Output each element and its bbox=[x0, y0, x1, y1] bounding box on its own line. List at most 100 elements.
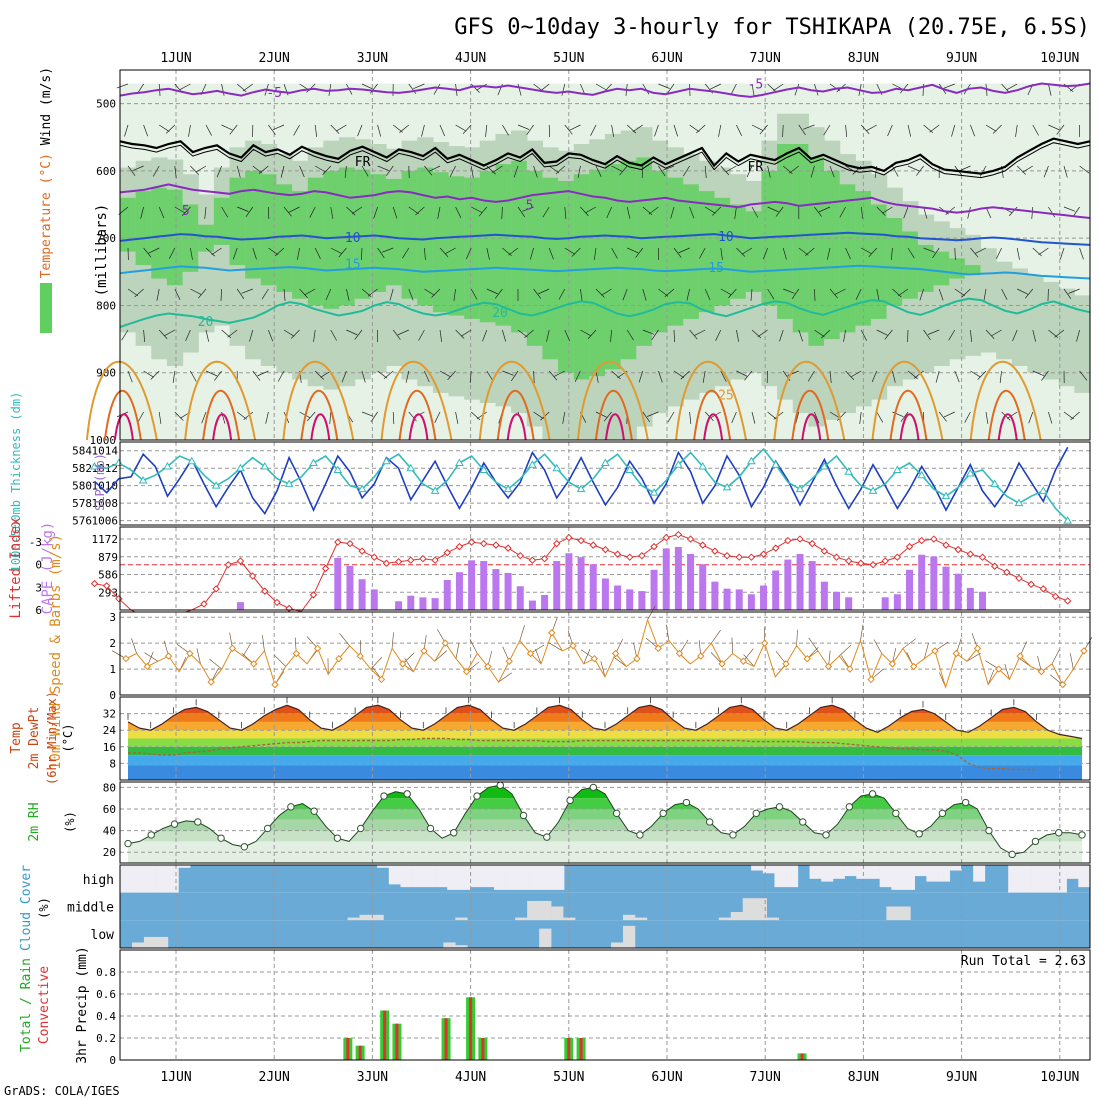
cloud-cell bbox=[634, 917, 648, 921]
wind-axis-title: 10m Wind Speed & Barbs (m/s) bbox=[48, 534, 64, 770]
lifted-index-marker bbox=[102, 582, 111, 590]
isotherm-30-line bbox=[103, 390, 142, 441]
wind-barb bbox=[923, 206, 928, 219]
wind-barb bbox=[486, 370, 494, 382]
wind-barb bbox=[498, 672, 512, 683]
cloud-cell bbox=[551, 906, 564, 921]
slp-tick-label: 1006 bbox=[92, 515, 119, 528]
wind-barb bbox=[751, 124, 763, 131]
cloud-unit-title: (%) bbox=[37, 897, 51, 919]
temperature-band bbox=[128, 730, 1082, 739]
wind-barb bbox=[850, 370, 862, 378]
isotherm-label: 25 bbox=[718, 388, 734, 403]
cloud-layer-label: low bbox=[91, 928, 115, 943]
cloud-clear-cell bbox=[1031, 865, 1044, 893]
wind-barb bbox=[945, 206, 956, 215]
rh-green-fill bbox=[886, 218, 903, 306]
wind-barb bbox=[265, 411, 269, 424]
cape-bar bbox=[954, 573, 962, 610]
wind-barb bbox=[651, 329, 659, 341]
lifted-index-marker bbox=[540, 554, 549, 563]
cloud-clear-cell bbox=[1019, 865, 1032, 893]
wind-barb bbox=[1024, 288, 1034, 299]
lifted-index-marker bbox=[467, 538, 476, 546]
rh-band bbox=[128, 830, 1082, 842]
chart-title: GFS 0~10day 3-hourly for TSHIKAPA (20.75… bbox=[454, 15, 1090, 40]
wind-barb bbox=[954, 247, 956, 261]
precip-axis-title: 3hr Precip (mm) bbox=[75, 946, 90, 1063]
wind-barb bbox=[715, 329, 722, 341]
wind-speed-marker bbox=[484, 662, 492, 671]
rh-band bbox=[128, 819, 1082, 831]
slp-marker bbox=[528, 460, 537, 468]
wind-barb bbox=[704, 288, 711, 301]
lifted-index-marker bbox=[589, 541, 597, 549]
wind-barb bbox=[1068, 288, 1080, 294]
rh-marker bbox=[775, 803, 784, 811]
cape-bar bbox=[760, 585, 768, 610]
cloud-cell bbox=[131, 942, 145, 948]
wind-barb bbox=[517, 206, 526, 218]
date-label-bottom: 10JUN bbox=[1040, 1070, 1079, 1085]
wind-barb bbox=[174, 411, 184, 421]
wind-panel-bg bbox=[120, 612, 1090, 695]
cape-bar bbox=[626, 589, 634, 610]
wind-barb bbox=[314, 370, 324, 380]
lifted-index-marker bbox=[516, 551, 524, 560]
wind-barb bbox=[611, 124, 615, 137]
isotherm-35-line bbox=[604, 413, 625, 441]
wind-barb bbox=[564, 329, 571, 342]
cloud-clear-cell bbox=[903, 865, 915, 890]
cape-bar bbox=[674, 546, 682, 610]
wind-barb bbox=[1006, 411, 1018, 419]
wind-speed-marker bbox=[164, 652, 173, 660]
lifted-index-marker bbox=[820, 547, 829, 555]
wind-speed-marker bbox=[420, 647, 428, 655]
wind-barb bbox=[979, 165, 987, 177]
wind-barb bbox=[476, 411, 488, 420]
rh-green-fill bbox=[620, 160, 637, 360]
wind-barb bbox=[268, 247, 279, 256]
rh-mid-fill bbox=[933, 221, 950, 366]
cloud-clear-cell bbox=[844, 865, 857, 877]
lifted-index-marker bbox=[626, 553, 634, 561]
wind-barb bbox=[526, 124, 534, 136]
wind-barb bbox=[720, 370, 727, 382]
wind-barb bbox=[954, 370, 960, 383]
rh-marker bbox=[170, 820, 179, 828]
wind-barb bbox=[131, 638, 137, 654]
rh-green-fill bbox=[902, 231, 919, 299]
wind-barb bbox=[156, 288, 160, 301]
rh-marker bbox=[543, 833, 551, 841]
rh-green-fill bbox=[683, 184, 700, 319]
wind-barb bbox=[529, 247, 534, 260]
wind-speed-marker bbox=[122, 654, 130, 663]
rh-green-fill bbox=[870, 204, 888, 319]
isotherm-30-line bbox=[693, 390, 732, 441]
lifted-index-marker bbox=[674, 530, 683, 539]
wind-barb bbox=[916, 165, 924, 176]
axis-tick-label: 1 bbox=[109, 663, 116, 676]
wind-barb bbox=[773, 83, 784, 92]
wind-barb bbox=[1028, 411, 1034, 424]
wind-barb bbox=[325, 288, 332, 301]
rh-panel: 20 40 60 80 bbox=[103, 781, 1091, 864]
isotherm-line bbox=[119, 264, 1091, 280]
rh-green-fill bbox=[573, 174, 590, 380]
date-label-top: 3JUN bbox=[357, 51, 388, 66]
date-label-top: 8JUN bbox=[848, 51, 879, 66]
precip-convective-bar bbox=[346, 1038, 350, 1060]
wind-barb bbox=[1079, 247, 1084, 260]
wind-barb bbox=[829, 83, 841, 92]
cloud-clear-cell bbox=[155, 865, 168, 893]
cloud-cell bbox=[539, 928, 552, 948]
isotherm-line bbox=[119, 183, 1091, 219]
wind-speed-marker bbox=[909, 662, 918, 671]
date-label-bottom: 7JUN bbox=[750, 1070, 781, 1085]
wind-barb bbox=[1032, 124, 1039, 136]
slp-marker bbox=[479, 465, 489, 473]
cape-bar bbox=[431, 598, 439, 610]
rh-green-fill bbox=[949, 258, 966, 279]
wind-barb bbox=[647, 605, 656, 620]
wind-barb bbox=[229, 124, 238, 135]
